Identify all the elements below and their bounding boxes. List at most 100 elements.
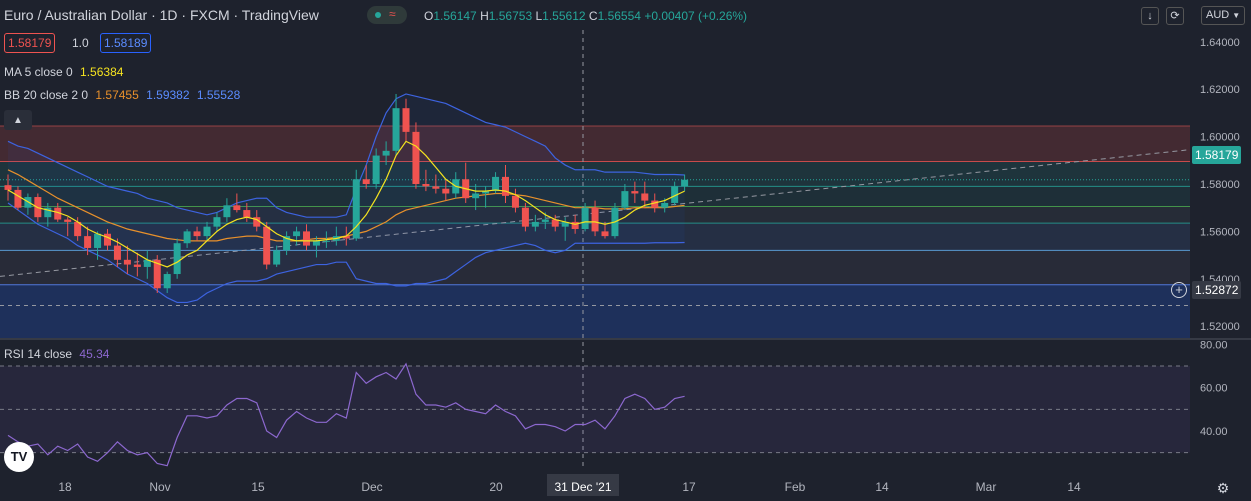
candle-body [571,221,579,230]
candle-body [502,176,509,196]
indicator-lines [7,140,685,268]
candle-body [382,150,390,156]
candle-body [601,231,609,237]
candle-body [362,179,370,184]
candle-body [671,186,679,203]
rsi-legend: RSI 14 close 45.34 [4,347,110,361]
candle-body [312,240,320,246]
settings-button[interactable]: ⚙ [1215,480,1231,496]
candle-body [143,259,151,267]
price-zone-2 [0,186,1190,207]
fullscreen-icon: ⟳ [1170,10,1180,22]
axes: 1.640001.620001.600001.580001.560001.540… [58,37,1240,496]
candle-body [432,186,440,189]
time-tick-label: Feb [785,480,806,494]
bb-legend: BB 20 close 2 0 1.57455 1.59382 1.55528 [4,88,241,102]
candle-body [402,108,410,132]
candle-body [342,236,350,239]
candle-body [203,226,211,237]
tradingview-logo[interactable]: TV [4,442,34,472]
candle-body [681,179,689,187]
arrow-down-icon: ↓ [1147,10,1153,22]
candle-body [213,217,221,227]
time-tick-label: 14 [1067,480,1081,494]
time-tick-label: Mar [976,480,997,494]
candle-body [492,176,500,192]
candle-body [123,259,131,265]
buy-button[interactable]: 1.58189 [100,33,152,53]
price-tick-label: 1.60000 [1200,132,1240,144]
price-tick-label: 1.64000 [1200,37,1240,49]
candle-body [581,207,589,230]
candle-body [392,108,400,151]
candle-body [322,240,330,242]
candle-body [173,243,181,275]
rsi-pane [0,362,1190,467]
candle-body [541,219,549,222]
time-crosshair-box [547,474,619,496]
bb-upper-line [7,93,685,218]
market-status-badge[interactable]: ≈ [367,6,407,24]
candle-body [84,236,92,248]
rsi-tick-label: 80.00 [1200,339,1228,351]
time-tick-label: Nov [149,480,170,494]
candle-body [591,207,599,232]
time-tick-label: 17 [682,480,696,494]
currency-selector[interactable]: AUD ▼ [1201,6,1245,25]
candle-body [651,200,659,208]
gear-icon: ⚙ [1216,480,1230,496]
price-zone-0 [0,125,1190,162]
time-tick-label: 31 Dec '21 [555,480,612,494]
candle-body [412,131,420,184]
candle-body [273,250,281,265]
candle-body [372,155,380,184]
time-tick-label: 20 [489,480,503,494]
candle-body [303,231,310,246]
price-tick-label: 1.62000 [1200,84,1240,96]
candle-body [442,188,450,194]
time-tick-label: 14 [875,480,889,494]
candle-body [74,221,82,237]
candle-body [511,195,519,208]
chevron-up-icon: ▲ [13,115,23,126]
time-tick-label: Dec [361,480,382,494]
price-tick-label: 1.58000 [1200,179,1240,191]
rsi-tick-label: 60.00 [1200,383,1228,395]
candle-body [283,236,291,251]
candle-body [163,274,171,289]
candle-body [223,205,231,218]
candle-body [94,233,102,248]
chevron-down-icon: ▼ [1232,11,1241,20]
candle-body [631,191,639,194]
sell-button[interactable]: 1.58179 [4,33,56,53]
candle-body [661,202,669,208]
candle-body [133,264,141,267]
candle-body [113,245,121,260]
candle-body [641,193,649,201]
rsi-line [7,362,685,467]
current-price-label: 1.58179 [1192,146,1242,164]
candle-body [243,210,251,218]
ma-line [7,140,685,268]
price-tick-label: 1.56000 [1200,226,1240,238]
add-alert-button[interactable]: + [1171,282,1187,298]
candle-body [153,259,161,289]
collapse-legend-button[interactable]: ▲ [4,110,32,130]
rsi-tick-label: 40.00 [1200,426,1228,438]
candle-body [183,231,191,244]
time-tick-label: 18 [58,480,72,494]
bb-lower-line [7,202,685,304]
candle-body [193,231,201,237]
candle-body [621,191,629,208]
status-dot-icon [375,12,381,18]
candle-body [482,191,490,194]
candle-body [4,185,12,190]
time-tick-label: 15 [251,480,265,494]
fullscreen-button[interactable]: ⟳ [1166,7,1184,25]
download-button[interactable]: ↓ [1141,7,1159,25]
crosshair-price-label: 1.52872 [1192,281,1242,299]
wave-icon: ≈ [389,7,396,21]
price-zone-6 [0,284,1190,338]
candle-body [293,231,301,237]
